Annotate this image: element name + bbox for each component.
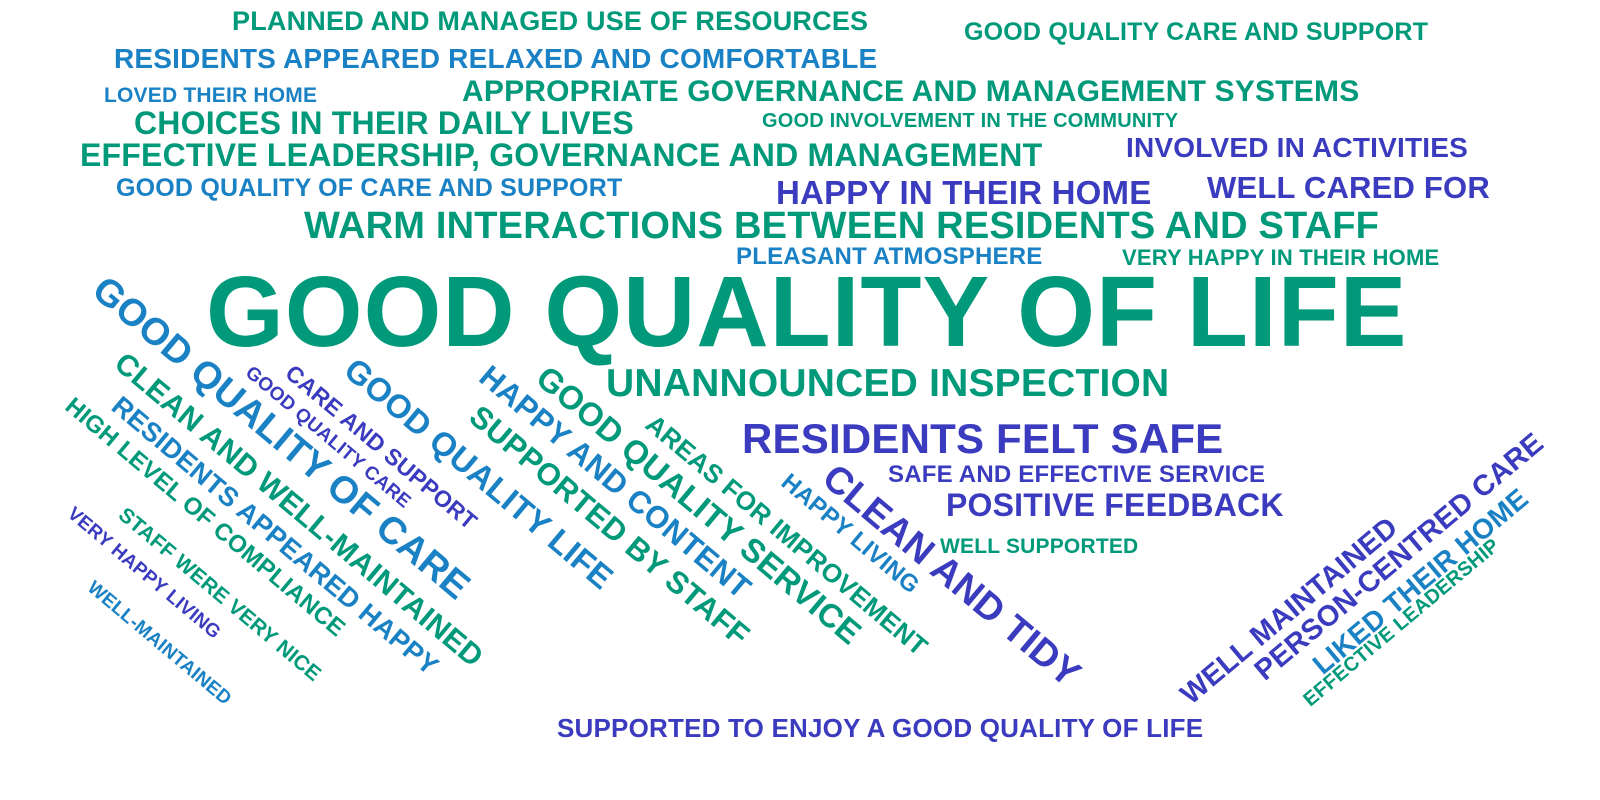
phrase-positive-feedback: POSITIVE FEEDBACK bbox=[946, 487, 1284, 523]
phrase-pleasant-atmosphere: PLEASANT ATMOSPHERE bbox=[736, 243, 1043, 270]
phrase-supported-to-enjoy: SUPPORTED TO ENJOY A GOOD QUALITY OF LIF… bbox=[557, 713, 1204, 743]
phrase-well-supported: WELL SUPPORTED bbox=[940, 535, 1139, 558]
phrase-good-quality-care-and-support: GOOD QUALITY CARE AND SUPPORT bbox=[964, 18, 1429, 46]
phrase-happy-in-home: HAPPY IN THEIR HOME bbox=[776, 174, 1152, 211]
phrase-planned-resources: PLANNED AND MANAGED USE OF RESOURCES bbox=[232, 6, 869, 36]
phrase-involved-activities: INVOLVED IN ACTIVITIES bbox=[1126, 132, 1468, 163]
phrase-effective-leadership-governance: EFFECTIVE LEADERSHIP, GOVERNANCE AND MAN… bbox=[80, 137, 1043, 173]
phrase-safe-effective-service: SAFE AND EFFECTIVE SERVICE bbox=[888, 461, 1266, 488]
phrase-residents-felt-safe: RESIDENTS FELT SAFE bbox=[742, 415, 1224, 462]
phrase-appropriate-governance: APPROPRIATE GOVERNANCE AND MANAGEMENT SY… bbox=[462, 75, 1360, 108]
phrase-choices-daily: CHOICES IN THEIR DAILY LIVES bbox=[134, 105, 634, 141]
phrase-warm-interactions: WARM INTERACTIONS BETWEEN RESIDENTS AND … bbox=[304, 205, 1380, 247]
phrase-well-cared-for: WELL CARED FOR bbox=[1207, 170, 1490, 205]
phrase-good-quality-of-life-main: GOOD QUALITY OF LIFE bbox=[206, 256, 1408, 368]
phrase-diag-clean-well-maintained: CLEAN AND WELL-MAINTAINED bbox=[108, 346, 490, 674]
phrase-up-person-centred-care: PERSON-CENTRED CARE bbox=[1248, 426, 1550, 687]
phrase-good-involvement: GOOD INVOLVEMENT IN THE COMMUNITY bbox=[762, 110, 1179, 132]
phrase-unannounced-inspection: UNANNOUNCED INSPECTION bbox=[606, 362, 1170, 405]
phrase-loved-home: LOVED THEIR HOME bbox=[104, 84, 318, 107]
phrase-very-happy-home: VERY HAPPY IN THEIR HOME bbox=[1122, 245, 1440, 270]
phrase-good-quality-of-care-and-support: GOOD QUALITY OF CARE AND SUPPORT bbox=[116, 174, 623, 202]
phrase-residents-relaxed: RESIDENTS APPEARED RELAXED AND COMFORTAB… bbox=[114, 43, 878, 74]
